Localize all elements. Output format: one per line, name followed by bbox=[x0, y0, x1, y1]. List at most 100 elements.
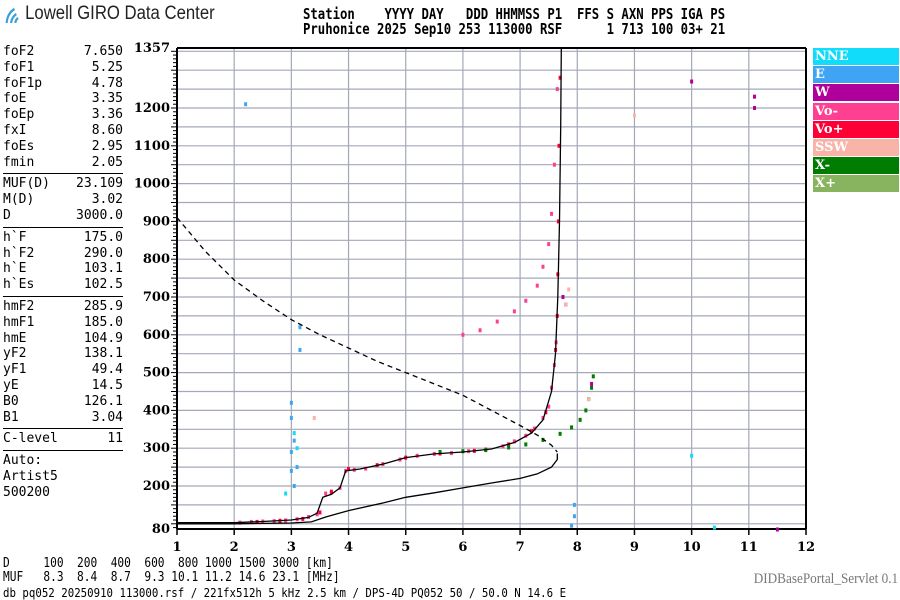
echo-point-w bbox=[775, 527, 779, 532]
param-name: fmin bbox=[3, 154, 35, 170]
param-value: 7.650 bbox=[83, 44, 123, 59]
y-tick-label: 600 bbox=[143, 328, 170, 343]
param-name: foEp bbox=[3, 107, 35, 123]
param-value: 14.5 bbox=[91, 377, 123, 393]
echo-point-vominus bbox=[552, 162, 556, 167]
echo-point-nne bbox=[292, 431, 296, 436]
echo-point-nne bbox=[295, 446, 299, 451]
param-name: hmE bbox=[3, 330, 27, 346]
param-row: fmin 2.05 bbox=[3, 155, 123, 171]
separator bbox=[3, 173, 123, 175]
param-value: 49.4 bbox=[91, 362, 123, 378]
param-name: D bbox=[3, 207, 11, 223]
y-tick-label: 700 bbox=[143, 290, 170, 305]
param-name: B1 bbox=[3, 409, 19, 425]
echo-point-w bbox=[753, 94, 757, 99]
param-value: 290.0 bbox=[83, 245, 123, 261]
param-name: MUF(D) bbox=[3, 176, 50, 192]
separator bbox=[3, 226, 123, 228]
param-row: foF1 5.25 bbox=[3, 60, 123, 76]
echo-point-xminus bbox=[461, 449, 465, 454]
x-tick-label: 9 bbox=[630, 540, 639, 555]
echo-point-voplus bbox=[318, 510, 322, 515]
param-value: 11 bbox=[107, 431, 123, 447]
echo-point-vominus bbox=[315, 512, 319, 517]
param-value: 103.1 bbox=[83, 261, 123, 277]
app-logo: Lowell GIRO Data Center bbox=[4, 3, 215, 25]
x-tick-label: 3 bbox=[287, 540, 296, 555]
echo-point-e bbox=[570, 523, 574, 528]
x-tick-label: 1 bbox=[172, 540, 181, 555]
echo-point-ssw bbox=[587, 397, 591, 402]
legend-item-w: W bbox=[813, 84, 899, 102]
param-name: yE bbox=[3, 377, 19, 393]
param-name: foF1p bbox=[3, 75, 43, 91]
param-name: foEs bbox=[3, 138, 35, 154]
separator bbox=[3, 295, 123, 297]
param-value: 285.9 bbox=[83, 298, 123, 314]
wifi-signal-icon bbox=[5, 7, 19, 24]
ionogram-chart: 8020030040050060070080090010001100120013… bbox=[134, 41, 815, 555]
y-tick-label: 800 bbox=[143, 252, 170, 267]
param-value: 3.04 bbox=[91, 409, 123, 425]
legend-item-e: E bbox=[813, 66, 899, 84]
param-value: 185.0 bbox=[83, 314, 123, 330]
param-row: B1 3.04 bbox=[3, 410, 123, 426]
echo-point-xminus bbox=[570, 425, 574, 430]
true-height-profile-curve bbox=[177, 453, 558, 525]
param-row: yE 14.5 bbox=[3, 378, 123, 394]
echo-point-vominus bbox=[495, 319, 499, 324]
echo-point-xminus bbox=[524, 442, 528, 447]
echo-point-e bbox=[572, 502, 576, 507]
echo-point-nne bbox=[713, 525, 717, 530]
distance-row: D 100 200 400 600 800 1000 1500 3000 [km… bbox=[3, 556, 333, 571]
header-values: Pruhonice 2025 Sep10 253 113000 RSF 1 71… bbox=[303, 20, 726, 38]
param-value: 102.5 bbox=[83, 277, 123, 293]
legend-item-xminus: X- bbox=[813, 157, 899, 175]
echo-point-e bbox=[244, 102, 248, 107]
x-tick-label: 8 bbox=[573, 540, 582, 555]
param-row: h`E 103.1 bbox=[3, 261, 123, 277]
echo-point-e bbox=[289, 468, 293, 473]
y-tick-label: 200 bbox=[143, 479, 170, 494]
legend-item-ssw: SSW bbox=[813, 138, 899, 156]
param-name: h`Es bbox=[3, 277, 35, 293]
param-name: h`F bbox=[3, 229, 27, 245]
separator bbox=[3, 450, 123, 452]
echo-point-vominus bbox=[512, 309, 516, 314]
legend-item-vominus: Vo- bbox=[813, 102, 899, 120]
header-labels: Station YYYY DAY DDD HHMMSS P1 FFS S AXN… bbox=[303, 5, 726, 23]
param-row: h`F 175.0 bbox=[3, 230, 123, 246]
echo-point-e bbox=[289, 415, 293, 420]
footer-info: db pq052 20250910 113000.rsf / 221fx512h… bbox=[3, 585, 567, 600]
echo-point-vominus bbox=[547, 242, 551, 247]
echo-point-voplus bbox=[556, 219, 560, 224]
x-tick-label: 5 bbox=[401, 540, 410, 555]
param-row: hmF1 185.0 bbox=[3, 315, 123, 331]
x-tick-label: 7 bbox=[516, 540, 525, 555]
x-tick-label: 10 bbox=[683, 540, 701, 555]
echo-point-xminus bbox=[590, 385, 594, 390]
y-tick-label: 1200 bbox=[134, 101, 170, 116]
echo-point-vominus bbox=[524, 298, 528, 303]
echo-point-xminus bbox=[578, 417, 582, 422]
legend: NNE E W Vo- Vo+ SSW X- X+ bbox=[813, 48, 899, 194]
echo-point-vominus bbox=[535, 283, 539, 288]
echo-point-nne bbox=[690, 453, 694, 458]
echo-point-w bbox=[753, 106, 757, 110]
x-tick-label: 11 bbox=[740, 540, 758, 555]
param-row: C-level 11 bbox=[3, 431, 123, 447]
y-tick-label: 500 bbox=[143, 366, 170, 381]
param-row: foF2 7.650 bbox=[3, 44, 123, 60]
echo-point-vominus bbox=[512, 439, 516, 444]
echo-point-xminus bbox=[591, 374, 595, 379]
echo-point-ssw bbox=[312, 415, 316, 420]
echo-point-vominus bbox=[555, 87, 559, 92]
param-value: 5.25 bbox=[91, 59, 123, 75]
param-row: foF1p 4.78 bbox=[3, 76, 123, 92]
x-tick-label: 12 bbox=[797, 540, 815, 555]
param-name: yF2 bbox=[3, 346, 27, 362]
param-value: 3000.0 bbox=[76, 207, 123, 223]
legend-item-xplus: X+ bbox=[813, 175, 899, 193]
echo-point-e bbox=[298, 347, 302, 352]
